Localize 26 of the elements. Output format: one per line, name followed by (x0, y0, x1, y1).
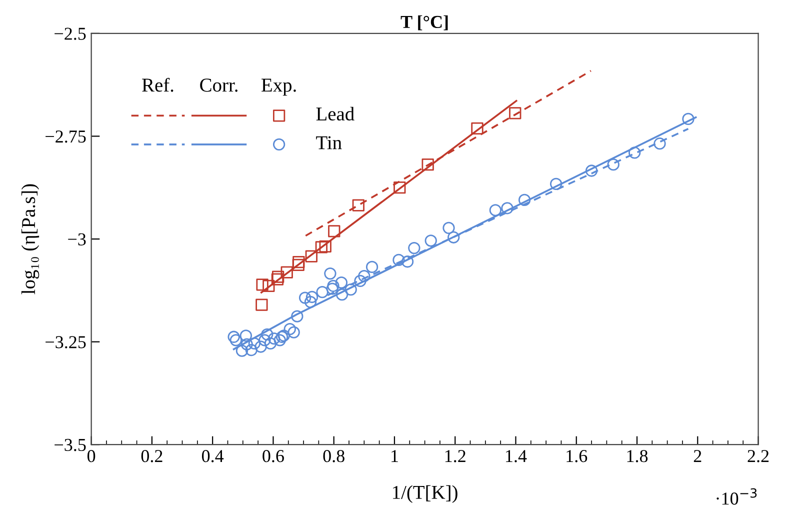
x-tick-label: 0.2 (141, 450, 162, 462)
legend-label: Lead (316, 106, 354, 121)
x-tick-label: 0 (87, 450, 96, 462)
y-tick-label: −2.75 (46, 130, 86, 143)
text: ·10$^{−3}$ (716, 488, 757, 505)
annotation: Exp. (262, 78, 296, 96)
x-axis-title: 1/(T[K]) (393, 485, 458, 503)
y-tick-label: −2.5 (54, 28, 86, 40)
x-tick-label: 1 (392, 450, 398, 462)
y-tick-label: −3.25 (46, 336, 86, 348)
x-tick-label: 2.2 (748, 450, 769, 462)
y-axis-title: log₁₀ (η[Pa.s]) (21, 184, 40, 294)
x-tick-label: 1.4 (506, 450, 527, 462)
x-tick-label: 0.8 (323, 450, 344, 462)
x-tick-label: 0.6 (262, 450, 284, 462)
legend-label: Tin (316, 136, 342, 150)
x-tick-label: 2 (694, 450, 702, 462)
annotation: Ref. (142, 78, 174, 92)
x-tick-label: 1.2 (445, 450, 466, 462)
x-tick-label: 1.8 (627, 450, 648, 462)
x-tick-label: 0.4 (202, 450, 224, 462)
annotation: Corr. (200, 78, 238, 92)
x-tick-label: 1.6 (566, 450, 588, 462)
x2-axis-title: T [°C] (400, 15, 448, 30)
y-tick-label: −3.5 (54, 438, 86, 452)
y-tick-label: −3 (68, 233, 86, 246)
